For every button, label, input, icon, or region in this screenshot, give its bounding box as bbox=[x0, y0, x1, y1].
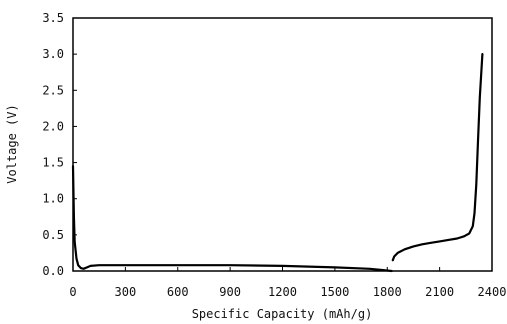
y-tick-label: 3.0 bbox=[42, 47, 64, 61]
x-tick-label: 2100 bbox=[425, 285, 454, 299]
x-tick-label: 1800 bbox=[373, 285, 402, 299]
x-tick-label: 1500 bbox=[320, 285, 349, 299]
y-tick-label: 1.5 bbox=[42, 156, 64, 170]
x-tick-label: 2400 bbox=[478, 285, 507, 299]
x-tick-label: 600 bbox=[167, 285, 189, 299]
y-tick-label: 0.0 bbox=[42, 264, 64, 278]
series-line-charge bbox=[391, 52, 484, 262]
x-tick-label: 1200 bbox=[268, 285, 297, 299]
x-tick-label: 900 bbox=[219, 285, 241, 299]
series-line-discharge bbox=[71, 165, 393, 273]
y-tick-label: 2.0 bbox=[42, 119, 64, 133]
y-tick-label: 1.0 bbox=[42, 192, 64, 206]
y-tick-label: 2.5 bbox=[42, 83, 64, 97]
x-axis: 0 300 600 900 1200 1500 1800 2100 2400 bbox=[69, 267, 506, 299]
y-axis-title: Voltage (V) bbox=[5, 104, 19, 183]
x-axis-title: Specific Capacity (mAh/g) bbox=[192, 307, 373, 321]
series-layer bbox=[71, 52, 484, 273]
y-axis: 0.0 0.5 1.0 1.5 2.0 2.5 3.0 3.5 bbox=[42, 11, 77, 278]
y-tick-label: 0.5 bbox=[42, 228, 64, 242]
y-tick-label: 3.5 bbox=[42, 11, 64, 25]
plot-frame bbox=[72, 17, 493, 272]
x-tick-label: 0 bbox=[69, 285, 76, 299]
x-tick-label: 300 bbox=[115, 285, 137, 299]
